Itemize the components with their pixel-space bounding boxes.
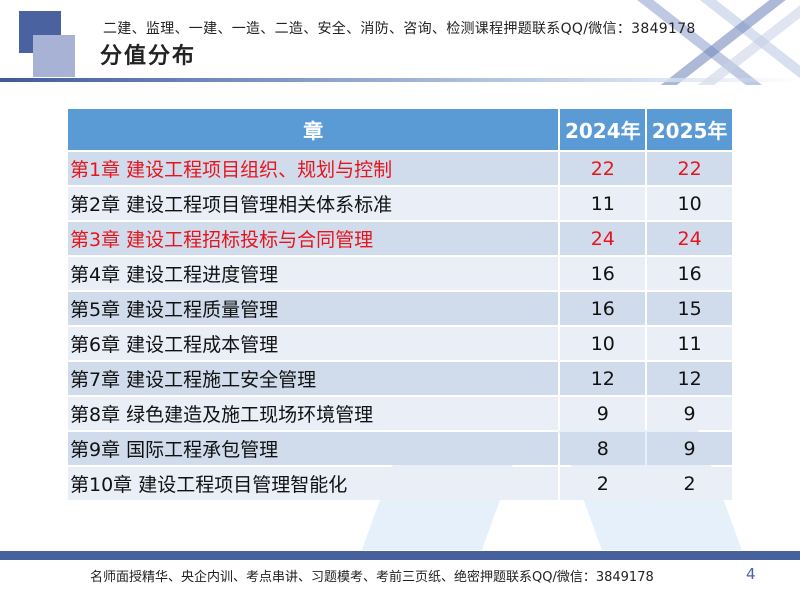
page-number: 4 xyxy=(746,565,756,583)
score-2025: 2 xyxy=(647,467,732,500)
table-row: 第8章 绿色建造及施工现场环境管理 9 9 xyxy=(68,397,732,430)
score-2024: 22 xyxy=(560,152,646,185)
table-row: 第1章 建设工程项目组织、规划与控制 22 22 xyxy=(68,152,732,185)
chapter-cell: 第1章 建设工程项目组织、规划与控制 xyxy=(68,152,559,185)
score-2025: 10 xyxy=(647,187,732,220)
score-2024: 12 xyxy=(560,362,646,395)
header-promo-note: 二建、监理、一建、一造、二造、安全、消防、咨询、检测课程押题联系QQ/微信：38… xyxy=(103,21,696,37)
score-2024: 9 xyxy=(560,397,646,430)
chapter-cell: 第10章 建设工程项目管理智能化 xyxy=(68,467,559,500)
table-row: 第4章 建设工程进度管理 16 16 xyxy=(68,257,732,290)
header-chapter: 章 xyxy=(68,109,559,150)
score-2024: 16 xyxy=(560,292,646,325)
table-row: 第6章 建设工程成本管理 10 11 xyxy=(68,327,732,360)
chapter-cell: 第5章 建设工程质量管理 xyxy=(68,292,559,325)
score-2024: 24 xyxy=(560,222,646,255)
header-divider xyxy=(0,78,800,82)
score-2024: 2 xyxy=(560,467,646,500)
score-2025: 11 xyxy=(647,327,732,360)
table-row: 第9章 国际工程承包管理 8 9 xyxy=(68,432,732,465)
footer-promo-note: 名师面授精华、央企内训、考点串讲、习题模考、考前三页纸、绝密押题联系QQ/微信：… xyxy=(90,570,654,585)
score-2025: 12 xyxy=(647,362,732,395)
chapter-cell: 第8章 绿色建造及施工现场环境管理 xyxy=(68,397,559,430)
header-2024: 2024年 xyxy=(560,109,646,150)
table-row: 第10章 建设工程项目管理智能化 2 2 xyxy=(68,467,732,500)
chapter-cell: 第2章 建设工程项目管理相关体系标准 xyxy=(68,187,559,220)
footer-bar xyxy=(0,551,800,560)
page-title: 分值分布 xyxy=(100,44,197,69)
score-2025: 9 xyxy=(647,397,732,430)
score-2025: 22 xyxy=(647,152,732,185)
score-2025: 15 xyxy=(647,292,732,325)
score-distribution-table: 章 2024年 2025年 第1章 建设工程项目组织、规划与控制 22 22 第… xyxy=(66,107,734,502)
score-2024: 10 xyxy=(560,327,646,360)
chapter-cell: 第4章 建设工程进度管理 xyxy=(68,257,559,290)
decorative-square-light xyxy=(33,35,75,77)
chapter-cell: 第9章 国际工程承包管理 xyxy=(68,432,559,465)
table-row: 第5章 建设工程质量管理 16 15 xyxy=(68,292,732,325)
score-2024: 16 xyxy=(560,257,646,290)
score-2025: 9 xyxy=(647,432,732,465)
chapter-cell: 第7章 建设工程施工安全管理 xyxy=(68,362,559,395)
table-header-row: 章 2024年 2025年 xyxy=(68,109,732,150)
score-2025: 24 xyxy=(647,222,732,255)
score-2024: 8 xyxy=(560,432,646,465)
table-row: 第3章 建设工程招标投标与合同管理 24 24 xyxy=(68,222,732,255)
score-2024: 11 xyxy=(560,187,646,220)
chapter-cell: 第3章 建设工程招标投标与合同管理 xyxy=(68,222,559,255)
decorative-stripes xyxy=(580,0,800,85)
table-row: 第2章 建设工程项目管理相关体系标准 11 10 xyxy=(68,187,732,220)
score-2025: 16 xyxy=(647,257,732,290)
header-2025: 2025年 xyxy=(647,109,732,150)
chapter-cell: 第6章 建设工程成本管理 xyxy=(68,327,559,360)
table-row: 第7章 建设工程施工安全管理 12 12 xyxy=(68,362,732,395)
